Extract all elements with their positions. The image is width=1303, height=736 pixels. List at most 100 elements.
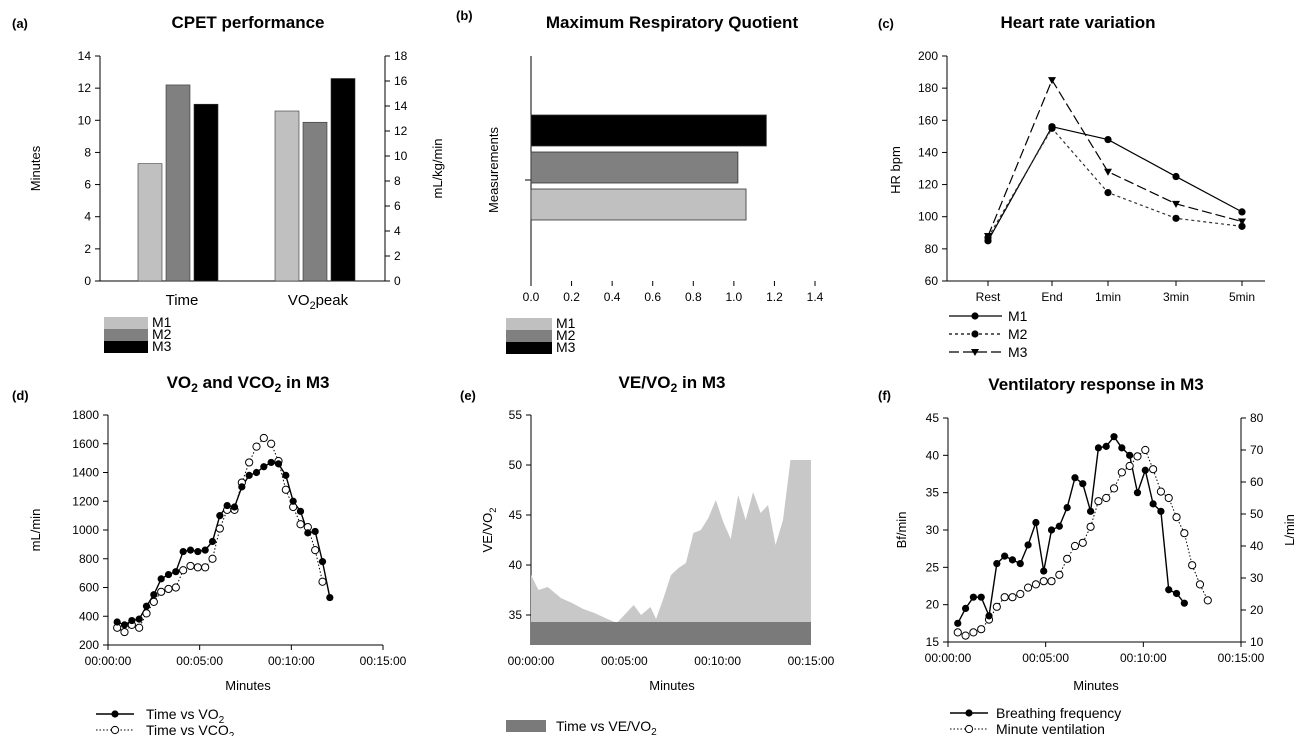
data-point-vco2 [245, 458, 254, 467]
y-axis-label: Measurements [486, 127, 501, 213]
data-point-breathing-frequency [954, 619, 962, 627]
data-point-breathing-frequency [1032, 518, 1040, 527]
data-point-vco2 [186, 561, 195, 571]
legend-label: M3 [556, 339, 576, 355]
data-point-m2 [1238, 222, 1246, 230]
legend-label: M2 [1008, 326, 1028, 342]
legend-label: M1 [152, 314, 172, 330]
data-point-vo2 [172, 568, 180, 576]
series-line-breathing-frequency [957, 435, 1185, 624]
panel-label: (a) [12, 16, 28, 31]
series-line-m3 [987, 78, 1243, 237]
data-point-minute-ventilation [1149, 465, 1158, 474]
y-tick-label: 100 [918, 210, 938, 224]
data-point-breathing-frequency [1055, 522, 1063, 530]
x-tick-label: 00:05:00 [176, 654, 223, 668]
data-point-minute-ventilation [1023, 583, 1033, 592]
y-tick-label: 8 [84, 145, 91, 159]
chart-title: Heart rate variation [1001, 13, 1156, 32]
legend-swatch [506, 318, 552, 330]
data-point-minute-ventilation [1102, 493, 1111, 503]
data-point-breathing-frequency [1102, 442, 1110, 450]
legend-label: Minute ventilation [996, 721, 1105, 736]
data-point-vo2 [194, 547, 202, 556]
y-tick-label: 10 [78, 113, 92, 127]
data-point-vo2 [208, 537, 217, 546]
y-tick-label: 140 [918, 145, 938, 159]
panel-f: (f) Ventilatory response in M3 15 20 25 30 35 4… [878, 375, 1297, 736]
x-tick-label: 00:00:00 [925, 651, 972, 665]
y-tick-label: 20 [926, 598, 940, 612]
x-tick-label: 00:15:00 [360, 654, 407, 668]
data-point-m3 [1172, 200, 1180, 208]
data-point-breathing-frequency [1047, 526, 1056, 534]
x-tick-label: 00:10:00 [1120, 651, 1167, 665]
data-point-vco2 [120, 627, 129, 637]
data-point-m2 [1048, 124, 1056, 132]
x-tick-label: 00:15:00 [1218, 651, 1265, 665]
legend-marker [965, 709, 973, 717]
x-axis-label: Minutes [225, 678, 271, 693]
y2-tick-label: 2 [394, 249, 401, 263]
panel-b: (b) Maximum Respiratory Quotient 0.0 0.2 0.4… [456, 8, 824, 355]
y2-tick-label: 8 [394, 174, 401, 188]
x-tick-label: 0.8 [685, 290, 702, 304]
panel-label: (f) [878, 388, 891, 403]
y-axis-label: HR bpm [888, 146, 903, 194]
y2-tick-label: 10 [394, 149, 408, 163]
data-point-minute-ventilation [1141, 445, 1150, 455]
y2-tick-label: 6 [394, 199, 401, 213]
data-point-minute-ventilation [1133, 452, 1142, 461]
y2-tick-label: 60 [1250, 475, 1264, 489]
panel-label: (d) [12, 388, 29, 403]
y-tick-label: 1600 [72, 437, 99, 451]
panel-e: (e) VE/VO2 in M3 35 40 45 50 55 00:00:00 00:05:0… [460, 373, 835, 736]
y2-tick-label: 16 [394, 74, 408, 88]
x-tick-label: End [1041, 290, 1062, 304]
y-tick-label: 1400 [72, 466, 99, 480]
y-tick-label: 400 [79, 609, 99, 623]
data-point-minute-ventilation [1203, 596, 1212, 605]
data-point-m3 [1238, 218, 1246, 226]
data-point-breathing-frequency [1086, 507, 1095, 515]
data-point-vo2 [296, 507, 305, 515]
y-tick-label: 1800 [72, 408, 99, 422]
y-tick-label: 30 [926, 523, 940, 537]
data-point-vo2 [289, 497, 297, 505]
data-point-minute-ventilation [1008, 593, 1017, 602]
panel-d: (d) VO2 and VCO2 in M3 200 400 600 800 1000 120… [12, 373, 407, 736]
data-point-vco2 [208, 554, 217, 563]
legend-label: M2 [152, 326, 172, 342]
y-tick-label: 12 [78, 81, 92, 95]
x-tick-label: 0.6 [644, 290, 661, 304]
y-tick-label: 6 [84, 178, 91, 192]
y2-tick-label: 10 [1250, 635, 1264, 649]
y-tick-label: 600 [79, 581, 99, 595]
data-point-minute-ventilation [992, 602, 1001, 611]
data-point-breathing-frequency [1094, 444, 1103, 452]
y-tick-label: 2 [84, 242, 91, 256]
data-point-vo2 [120, 621, 129, 629]
data-point-minute-ventilation [1070, 541, 1080, 551]
y-tick-label: 60 [925, 274, 939, 288]
data-point-vco2 [164, 584, 173, 594]
data-point-m3 [984, 233, 992, 240]
y2-tick-label: 12 [394, 124, 408, 138]
data-point-m2 [1172, 214, 1180, 222]
data-point-vco2 [201, 563, 210, 572]
legend-label: Time vs VE/VO2 [556, 718, 657, 736]
data-point-vco2 [193, 563, 202, 572]
legend-swatch [506, 342, 552, 354]
data-point-m1 [1172, 172, 1180, 181]
data-point-breathing-frequency [1165, 586, 1173, 594]
legend-label: Time vs VCO2 [146, 722, 235, 736]
data-point-breathing-frequency [1079, 480, 1087, 488]
data-point-breathing-frequency [1149, 500, 1157, 508]
chart-title: VO2 and VCO2 in M3 [167, 373, 330, 395]
data-point-vco2 [215, 524, 224, 533]
data-point-vo2 [304, 529, 312, 537]
data-point-minute-ventilation [977, 625, 986, 634]
x-category-label: VO2peak [288, 292, 349, 312]
bar-m2 [302, 121, 328, 282]
